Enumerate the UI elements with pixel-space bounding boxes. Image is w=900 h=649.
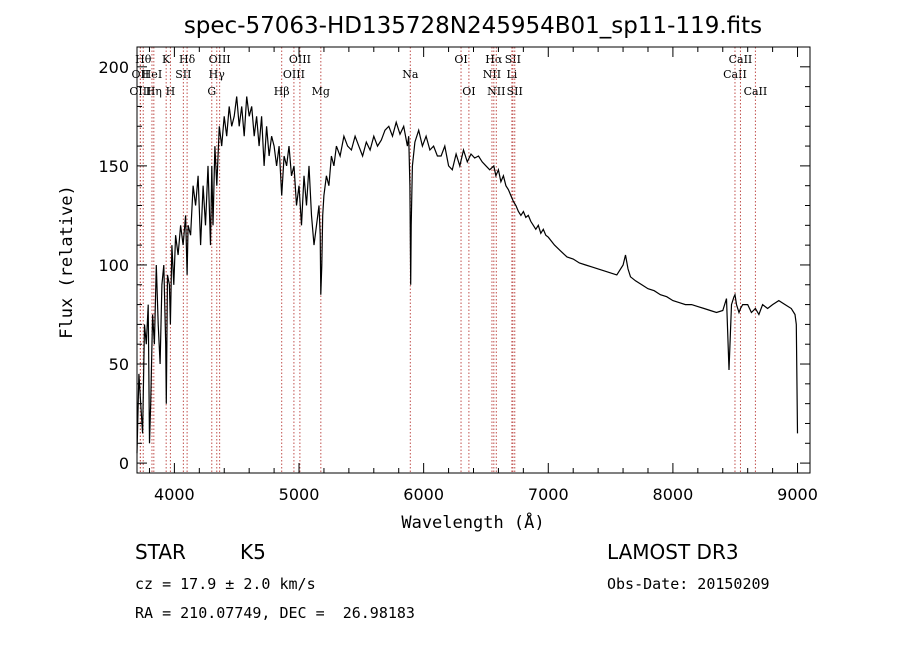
spectral-line-label: OI xyxy=(454,53,467,66)
chart-title: spec-57063-HD135728N245954B01_sp11-119.f… xyxy=(184,13,762,39)
obs-date: Obs-Date: 20150209 xyxy=(607,575,770,593)
x-tick-label: 6000 xyxy=(403,485,444,504)
spectral-line-label: SII xyxy=(507,85,523,98)
y-axis-ticks: 0 50 100 150 200 xyxy=(98,58,810,473)
spectral-line-label: Hβ xyxy=(274,85,290,98)
spectral-line-label: K xyxy=(162,53,171,66)
x-axis-label: Wavelength (Å) xyxy=(401,511,544,533)
spectral-line-label: NII xyxy=(487,85,505,98)
spectral-subclass: K5 xyxy=(240,540,266,564)
x-tick-label: 9000 xyxy=(777,485,818,504)
spectral-line-label: Hθ xyxy=(135,53,152,66)
spectral-line-label: CaII xyxy=(729,53,753,66)
x-tick-label: 8000 xyxy=(653,485,694,504)
coordinates: RA = 210.07749, DEC = 26.98183 xyxy=(135,604,415,622)
y-tick-label: 50 xyxy=(109,355,129,374)
y-axis-label: Flux (relative) xyxy=(57,185,77,339)
spectral-line-label: SII xyxy=(175,68,191,81)
survey-name: LAMOST DR3 xyxy=(607,540,739,564)
spectral-line-label: G xyxy=(207,85,216,98)
redshift-line: cz = 17.9 ± 2.0 km/s xyxy=(135,575,316,593)
spectral-line-label: OIII xyxy=(283,68,305,81)
spectral-line-label: NII xyxy=(483,68,501,81)
x-tick-label: 5000 xyxy=(279,485,320,504)
spectral-line-label: Li xyxy=(506,68,517,81)
spectral-line-label: OIII xyxy=(209,53,231,66)
spectral-line-label: OI xyxy=(462,85,475,98)
spectral-line-label: HeI xyxy=(142,68,162,81)
spectral-line-label: Hδ xyxy=(179,53,196,66)
y-tick-label: 150 xyxy=(98,157,129,176)
y-tick-label: 200 xyxy=(98,58,129,77)
spectral-line-label: CaII xyxy=(723,68,747,81)
spectral-line-label: OIII xyxy=(129,85,151,98)
object-class: STAR xyxy=(135,540,186,564)
x-axis-ticks: 4000 5000 6000 7000 8000 9000 xyxy=(148,47,818,504)
spectral-line-markers: Hθ OII OIII HeI Hη K H SII Hδ G Hγ OIII Hβ OIII OIII Mg… xyxy=(129,47,767,473)
spectral-line-label: Hη xyxy=(146,85,162,98)
spectral-line-label: CaII xyxy=(744,85,768,98)
spectrum-line xyxy=(136,96,799,454)
y-tick-label: 100 xyxy=(98,256,129,275)
spectral-line-label: SII xyxy=(505,53,521,66)
spectral-line-label: H xyxy=(166,85,176,98)
spectral-line-label: Hα xyxy=(485,53,503,66)
spectral-line-label: Na xyxy=(402,68,419,81)
spectral-line-label: OII xyxy=(132,68,150,81)
x-tick-label: 7000 xyxy=(528,485,569,504)
x-tick-label: 4000 xyxy=(154,485,195,504)
spectral-line-label: OIII xyxy=(289,53,311,66)
y-tick-label: 0 xyxy=(119,454,129,473)
spectral-line-label: Hγ xyxy=(209,68,226,81)
spectral-line-label: Mg xyxy=(312,85,330,98)
